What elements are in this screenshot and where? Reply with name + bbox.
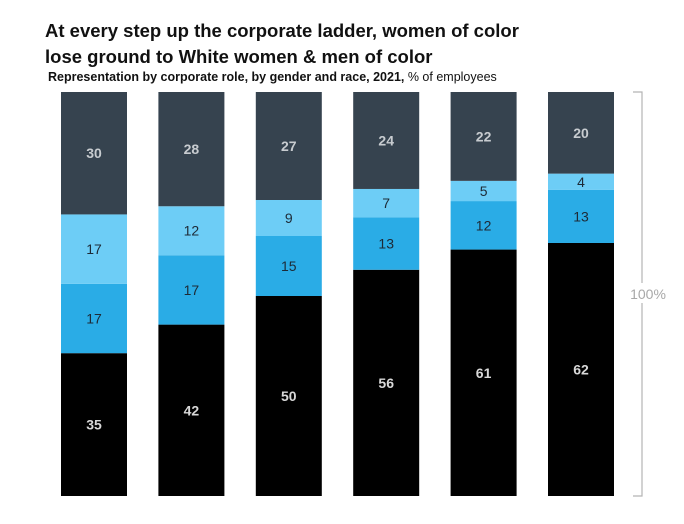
- bar-2-segment-middle: [158, 255, 225, 325]
- bar-1-segment-top: [61, 92, 127, 215]
- bar-6-segment-top: [548, 92, 614, 174]
- bar-1-segment-middle: [61, 283, 127, 354]
- chart-title-line-2: lose ground to White women & men of colo…: [45, 46, 433, 67]
- bar-1-label-top: 30: [86, 145, 102, 161]
- bar-2-segment-bottom: [158, 324, 225, 496]
- bar-3-segment-middle: [255, 236, 322, 296]
- bar-4-segment-light: [353, 188, 420, 218]
- bar-5-label-light: 5: [480, 183, 488, 199]
- bar-5-segment-top: [450, 92, 517, 181]
- bar-6-label-middle: 13: [573, 208, 589, 224]
- bar-6-label-light: 4: [577, 174, 585, 190]
- chart-subtitle-unit: % of employees: [404, 70, 497, 84]
- bar-1-segment-light: [61, 214, 127, 284]
- bar-2-label-light: 12: [184, 223, 200, 239]
- bar-1-label-light: 17: [86, 241, 102, 257]
- bar-5-segment-middle: [450, 201, 517, 250]
- chart-title-line-1: At every step up the corporate ladder, w…: [45, 20, 519, 41]
- bar-4-label-top: 24: [378, 132, 394, 148]
- chart-title: At every step up the corporate ladder, w…: [45, 18, 605, 70]
- bar-2-segment-light: [158, 206, 225, 256]
- bar-6-segment-bottom: [548, 242, 614, 496]
- bar-2-label-middle: 17: [184, 282, 200, 298]
- bar-3-segment-top: [255, 92, 322, 200]
- bar-3-segment-light: [255, 200, 322, 236]
- bar-5-label-middle: 12: [476, 217, 492, 233]
- bar-6-label-top: 20: [573, 125, 589, 141]
- bar-4-label-middle: 13: [378, 236, 394, 252]
- bar-4-segment-middle: [353, 217, 420, 270]
- bracket-label: 100%: [630, 286, 666, 302]
- bar-5-segment-light: [450, 180, 517, 202]
- bar-1-label-middle: 17: [86, 310, 102, 326]
- bracket-label-background: [626, 283, 670, 303]
- bar-3-label-light: 9: [285, 210, 293, 226]
- chart-subtitle-bold: Representation by corporate role, by gen…: [48, 70, 405, 84]
- bar-4-label-light: 7: [382, 195, 390, 211]
- bar-2-segment-top: [158, 92, 225, 207]
- bar-2-label-bottom: 42: [184, 402, 200, 418]
- bar-3-segment-bottom: [255, 296, 322, 496]
- bar-3-label-top: 27: [281, 138, 297, 154]
- bar-5-label-top: 22: [476, 128, 492, 144]
- bar-1-segment-bottom: [61, 353, 127, 496]
- bar-5-segment-bottom: [450, 249, 517, 496]
- bar-6-label-bottom: 62: [573, 361, 589, 377]
- bar-4-label-bottom: 56: [378, 375, 394, 391]
- bar-4-segment-top: [353, 92, 420, 189]
- bar-1-label-bottom: 35: [86, 417, 102, 433]
- bar-3-label-middle: 15: [281, 258, 297, 274]
- bar-6-segment-light: [548, 173, 614, 190]
- bar-2-label-top: 28: [184, 141, 200, 157]
- bar-6-segment-middle: [548, 189, 614, 243]
- chart-subtitle: Representation by corporate role, by gen…: [48, 70, 497, 84]
- bar-3-label-bottom: 50: [281, 388, 297, 404]
- bar-5-label-bottom: 61: [476, 365, 492, 381]
- bar-4-segment-bottom: [353, 269, 420, 496]
